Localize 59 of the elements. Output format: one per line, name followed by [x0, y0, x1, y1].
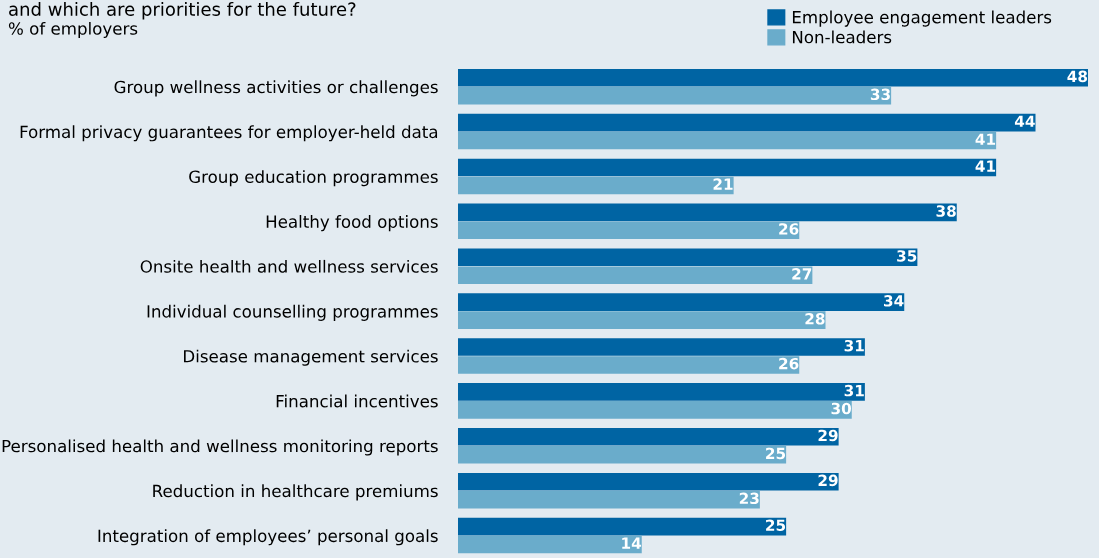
- bar: [458, 86, 892, 105]
- bar: [458, 445, 787, 464]
- data-label: 29: [818, 429, 838, 442]
- data-label: 27: [792, 268, 812, 280]
- data-label: 41: [975, 160, 996, 172]
- data-label: 26: [779, 223, 799, 235]
- bar: [458, 113, 1036, 132]
- bar: [458, 311, 826, 329]
- data-label: 35: [897, 250, 917, 262]
- legend-label: Employee engagement leaders: [792, 10, 1052, 27]
- bar: [458, 68, 1088, 87]
- data-label: 30: [831, 402, 852, 415]
- y-tick-label: Formal privacy guarantees for employer-held data: [20, 125, 438, 142]
- data-label: 25: [766, 447, 786, 460]
- data-label: 29: [818, 474, 838, 487]
- bar: [458, 131, 997, 150]
- y-tick-label: Onsite health and wellness services: [140, 259, 438, 273]
- bar: [458, 176, 734, 195]
- data-label: 33: [870, 88, 890, 101]
- bar: [458, 517, 787, 536]
- text: % of employers: [8, 21, 138, 39]
- y-tick-label: Individual counselling programmes: [147, 304, 438, 321]
- bar: [458, 490, 760, 509]
- bar: [458, 338, 865, 356]
- y-tick-label: Group education programmes: [189, 170, 438, 187]
- data-label: 26: [779, 357, 799, 370]
- data-label: 28: [805, 312, 825, 325]
- bar: [458, 266, 813, 285]
- bar: [458, 221, 800, 240]
- bar: [458, 158, 997, 177]
- data-label: 25: [766, 519, 786, 532]
- bar: [458, 203, 957, 222]
- data-label: 31: [844, 339, 864, 352]
- bar: [458, 535, 642, 554]
- data-label: 41: [975, 133, 996, 145]
- bar: [458, 356, 800, 374]
- y-tick-label: Healthy food options: [266, 215, 438, 232]
- data-label: 23: [739, 492, 759, 505]
- bar: [458, 293, 905, 311]
- bar: [458, 248, 918, 267]
- y-tick-label: Personalised health and wellness monitoring reports: [2, 439, 438, 456]
- data-label: 14: [622, 537, 642, 549]
- data-label: 31: [844, 384, 864, 397]
- bar: [458, 428, 839, 446]
- data-label: 34: [884, 295, 904, 307]
- y-tick-label: Integration of employees’ personal goals: [98, 529, 438, 546]
- bar: [458, 383, 865, 401]
- data-label: 21: [713, 178, 733, 190]
- text: and which are priorities for the future?: [9, 2, 356, 20]
- bar: [458, 472, 839, 491]
- y-tick-label: Financial incentives: [276, 394, 438, 408]
- data-label: 38: [936, 205, 956, 217]
- data-label: 44: [1014, 115, 1035, 127]
- bar: [458, 401, 852, 419]
- y-tick-label: Disease management services: [184, 349, 438, 366]
- y-tick-label: Reduction in healthcare premiums: [153, 484, 438, 501]
- y-tick-label: Group wellness activities or challenges: [114, 80, 438, 97]
- data-label: 48: [1067, 70, 1088, 83]
- legend-label: Non-leaders: [792, 30, 892, 44]
